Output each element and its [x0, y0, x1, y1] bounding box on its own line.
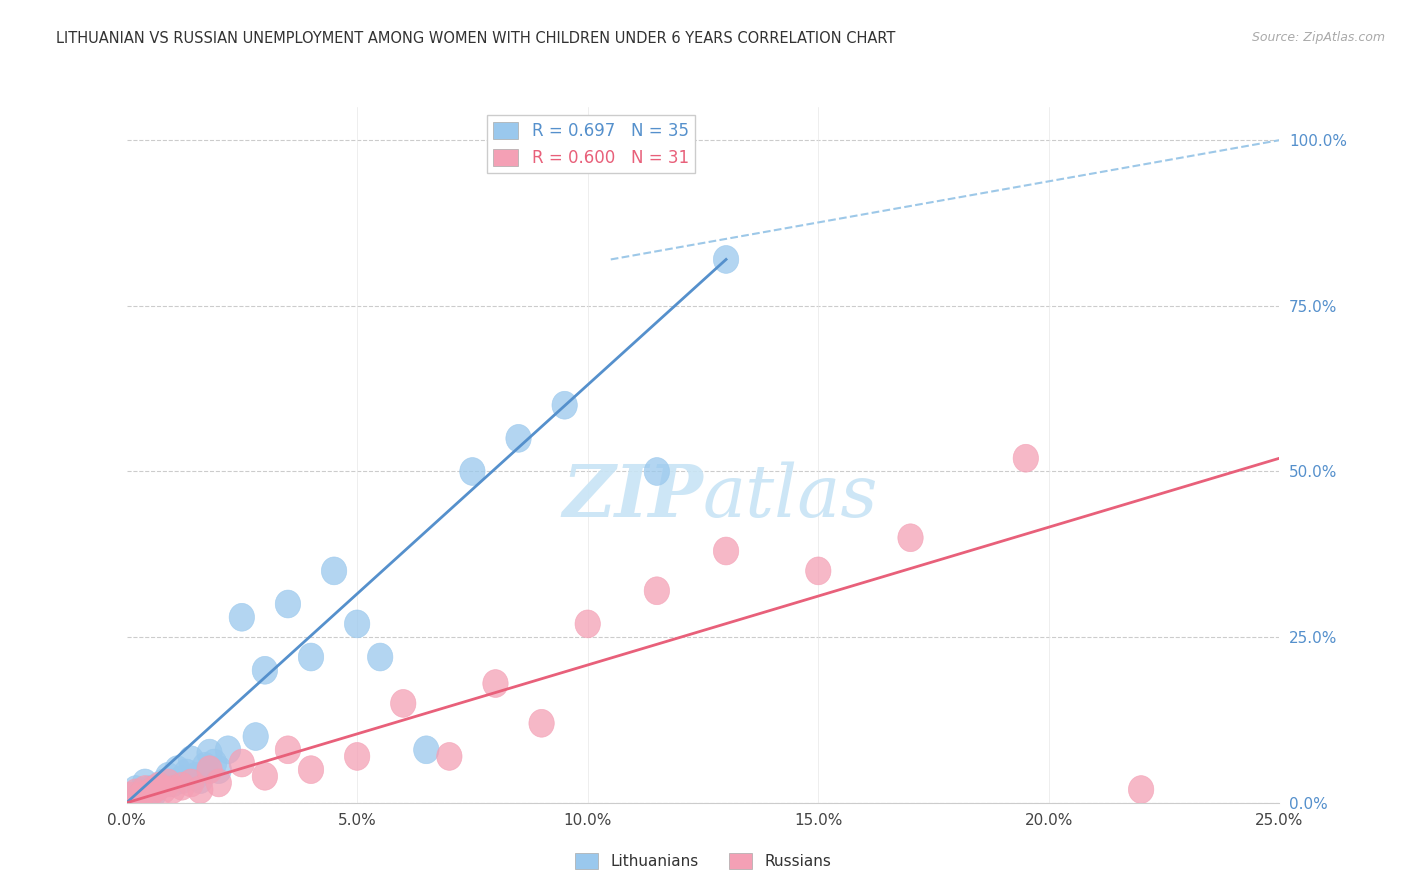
- Ellipse shape: [344, 742, 370, 771]
- Ellipse shape: [155, 769, 181, 797]
- Ellipse shape: [128, 782, 153, 810]
- Ellipse shape: [118, 782, 143, 810]
- Ellipse shape: [276, 591, 301, 618]
- Ellipse shape: [207, 756, 232, 783]
- Ellipse shape: [575, 610, 600, 638]
- Ellipse shape: [806, 557, 831, 585]
- Ellipse shape: [160, 776, 186, 804]
- Ellipse shape: [169, 765, 194, 794]
- Ellipse shape: [391, 690, 416, 717]
- Ellipse shape: [252, 763, 277, 790]
- Legend: R = 0.697   N = 35, R = 0.600   N = 31: R = 0.697 N = 35, R = 0.600 N = 31: [486, 115, 696, 173]
- Ellipse shape: [298, 643, 323, 671]
- Ellipse shape: [344, 610, 370, 638]
- Text: Source: ZipAtlas.com: Source: ZipAtlas.com: [1251, 31, 1385, 45]
- Ellipse shape: [187, 765, 214, 794]
- Ellipse shape: [482, 670, 508, 698]
- Ellipse shape: [197, 739, 222, 767]
- Ellipse shape: [529, 709, 554, 737]
- Text: LITHUANIAN VS RUSSIAN UNEMPLOYMENT AMONG WOMEN WITH CHILDREN UNDER 6 YEARS CORRE: LITHUANIAN VS RUSSIAN UNEMPLOYMENT AMONG…: [56, 31, 896, 46]
- Ellipse shape: [413, 736, 439, 764]
- Ellipse shape: [193, 753, 218, 780]
- Ellipse shape: [644, 577, 669, 605]
- Ellipse shape: [1014, 444, 1039, 472]
- Ellipse shape: [229, 603, 254, 632]
- Ellipse shape: [132, 769, 157, 797]
- Ellipse shape: [367, 643, 392, 671]
- Ellipse shape: [437, 742, 463, 771]
- Ellipse shape: [146, 772, 172, 800]
- Ellipse shape: [187, 776, 214, 804]
- Ellipse shape: [229, 749, 254, 777]
- Ellipse shape: [132, 776, 157, 804]
- Ellipse shape: [150, 776, 176, 804]
- Ellipse shape: [713, 245, 738, 273]
- Ellipse shape: [128, 779, 153, 806]
- Ellipse shape: [713, 537, 738, 565]
- Ellipse shape: [644, 458, 669, 485]
- Ellipse shape: [207, 769, 232, 797]
- Ellipse shape: [174, 759, 200, 787]
- Ellipse shape: [142, 779, 167, 806]
- Ellipse shape: [142, 776, 167, 804]
- Ellipse shape: [160, 769, 186, 797]
- Ellipse shape: [243, 723, 269, 750]
- Ellipse shape: [215, 736, 240, 764]
- Ellipse shape: [179, 769, 204, 797]
- Ellipse shape: [506, 425, 531, 452]
- Legend: Lithuanians, Russians: Lithuanians, Russians: [569, 847, 837, 875]
- Ellipse shape: [169, 772, 194, 800]
- Ellipse shape: [124, 776, 149, 804]
- Ellipse shape: [183, 763, 208, 790]
- Ellipse shape: [165, 756, 190, 783]
- Ellipse shape: [201, 749, 226, 777]
- Ellipse shape: [136, 776, 162, 804]
- Text: atlas: atlas: [703, 461, 879, 532]
- Text: ZIP: ZIP: [562, 461, 703, 533]
- Ellipse shape: [276, 736, 301, 764]
- Ellipse shape: [298, 756, 323, 783]
- Ellipse shape: [124, 779, 149, 806]
- Ellipse shape: [252, 657, 277, 684]
- Ellipse shape: [460, 458, 485, 485]
- Ellipse shape: [322, 557, 347, 585]
- Ellipse shape: [553, 392, 578, 419]
- Ellipse shape: [197, 756, 222, 783]
- Ellipse shape: [136, 779, 162, 806]
- Ellipse shape: [150, 769, 176, 797]
- Ellipse shape: [898, 524, 924, 551]
- Ellipse shape: [146, 772, 172, 800]
- Ellipse shape: [1129, 776, 1154, 804]
- Ellipse shape: [118, 782, 143, 810]
- Ellipse shape: [155, 763, 181, 790]
- Ellipse shape: [179, 746, 204, 773]
